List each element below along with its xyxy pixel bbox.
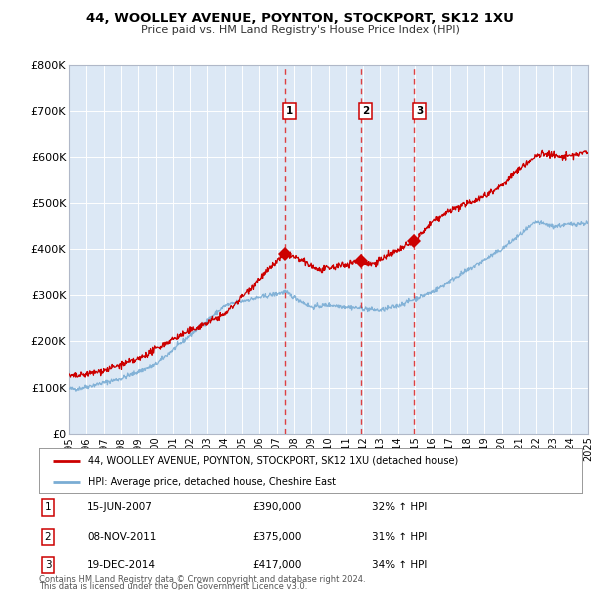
Text: 34% ↑ HPI: 34% ↑ HPI — [372, 560, 427, 570]
Text: Price paid vs. HM Land Registry's House Price Index (HPI): Price paid vs. HM Land Registry's House … — [140, 25, 460, 35]
Text: £390,000: £390,000 — [252, 503, 301, 512]
Text: 1: 1 — [286, 106, 293, 116]
Text: £375,000: £375,000 — [252, 532, 301, 542]
Text: 3: 3 — [44, 560, 52, 570]
Text: 19-DEC-2014: 19-DEC-2014 — [87, 560, 156, 570]
Text: £417,000: £417,000 — [252, 560, 301, 570]
Text: 44, WOOLLEY AVENUE, POYNTON, STOCKPORT, SK12 1XU (detached house): 44, WOOLLEY AVENUE, POYNTON, STOCKPORT, … — [88, 456, 458, 466]
Text: 2: 2 — [362, 106, 370, 116]
Text: 44, WOOLLEY AVENUE, POYNTON, STOCKPORT, SK12 1XU: 44, WOOLLEY AVENUE, POYNTON, STOCKPORT, … — [86, 12, 514, 25]
Text: Contains HM Land Registry data © Crown copyright and database right 2024.: Contains HM Land Registry data © Crown c… — [39, 575, 365, 584]
Text: 2: 2 — [44, 532, 52, 542]
Text: 32% ↑ HPI: 32% ↑ HPI — [372, 503, 427, 512]
Text: 15-JUN-2007: 15-JUN-2007 — [87, 503, 153, 512]
Text: 08-NOV-2011: 08-NOV-2011 — [87, 532, 157, 542]
Text: 3: 3 — [416, 106, 423, 116]
Text: HPI: Average price, detached house, Cheshire East: HPI: Average price, detached house, Ches… — [88, 477, 336, 487]
Text: 1: 1 — [44, 503, 52, 512]
Text: 31% ↑ HPI: 31% ↑ HPI — [372, 532, 427, 542]
Text: This data is licensed under the Open Government Licence v3.0.: This data is licensed under the Open Gov… — [39, 582, 307, 590]
